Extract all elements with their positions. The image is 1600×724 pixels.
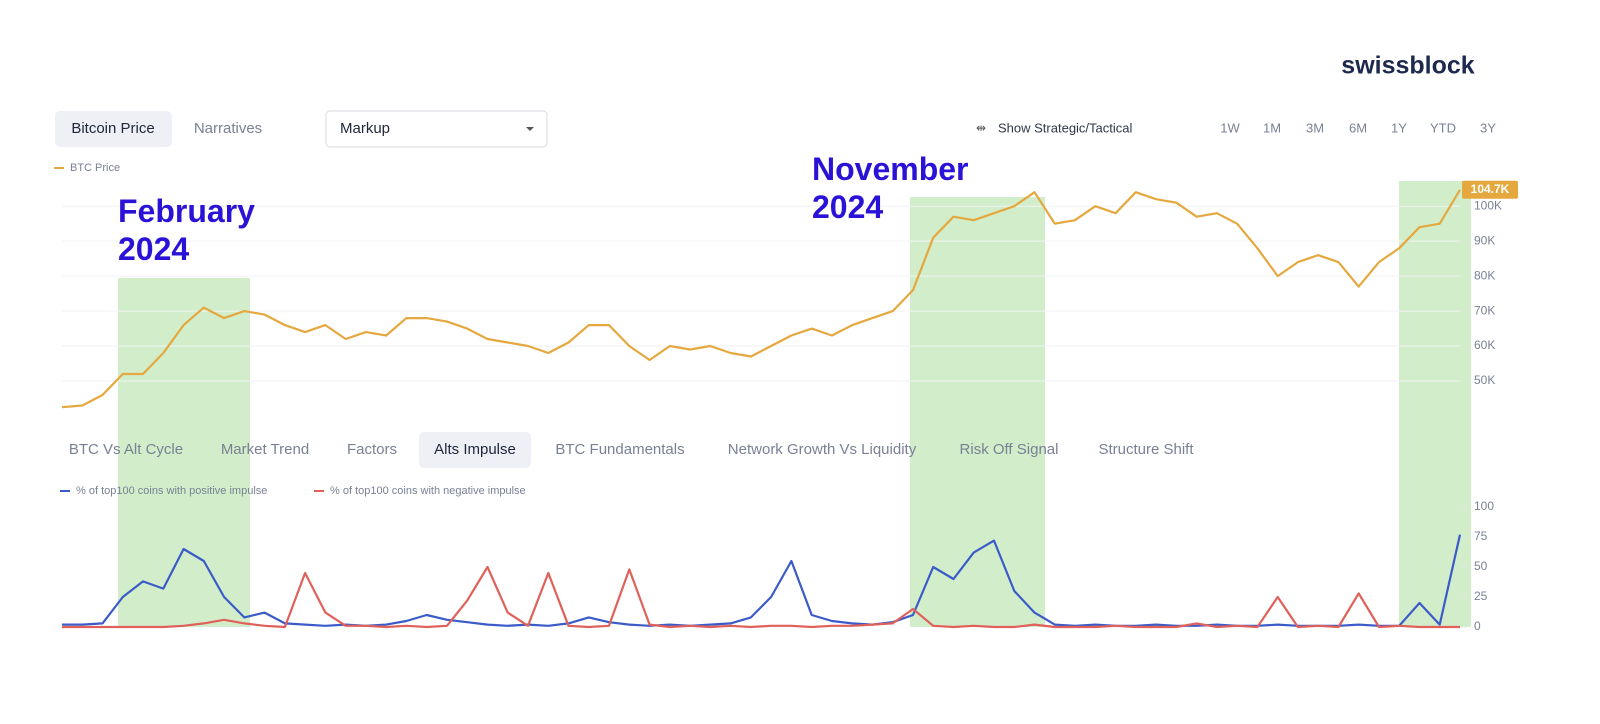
series-line [62,565,1460,629]
y-tick-label: 70K [1474,303,1495,317]
subtab[interactable]: BTC Vs Alt Cycle [69,441,183,458]
dropdown-caret [526,127,534,131]
highlight-band [1399,181,1471,627]
subtab[interactable]: Structure Shift [1098,441,1194,458]
dropdown-value: Markup [340,120,390,137]
range-button[interactable]: 1Y [1391,120,1407,135]
y-tick-label: 25 [1474,589,1488,603]
y-tick-label: 50 [1474,559,1488,573]
range-button[interactable]: YTD [1430,120,1456,135]
y-tick-label: 75 [1474,529,1488,543]
range-button[interactable]: 1M [1263,120,1281,135]
y-tick-label: 100K [1474,198,1502,212]
range-button[interactable]: 1W [1220,120,1240,135]
active-subtab-bg [419,432,531,468]
value-label: 104.7K [1471,182,1510,196]
y-tick-label: 50K [1474,373,1495,387]
toggle[interactable]: Show Strategic/Tactical [998,120,1133,135]
active-tab-bg [55,111,172,147]
range-button[interactable]: 3Y [1480,120,1496,135]
value-label-bg [1462,180,1518,199]
subtab[interactable]: Market Trend [221,441,309,458]
series-line [61,189,1461,409]
dropdown[interactable] [325,110,548,148]
annotation: February 2024 [118,193,255,267]
subtab[interactable]: Risk Off Signal [960,441,1059,458]
range-button[interactable]: 3M [1306,120,1324,135]
logo: swissblock [1341,52,1474,80]
series-line [62,534,1462,627]
subtab[interactable]: Factors [347,441,397,458]
tab[interactable]: Bitcoin Price [71,120,154,137]
highlight-band [910,197,1045,627]
y-tick-label: 80K [1474,268,1495,282]
legend-label: % of top100 coins with positive impulse [76,485,267,497]
toggle-icon: ⇹ [976,121,986,135]
y-tick-label: 0 [1474,619,1481,633]
subtab[interactable]: BTC Fundamentals [555,441,684,458]
y-tick-label: 60K [1474,338,1495,352]
legend-label: BTC Price [70,162,120,174]
annotation: November 2024 [812,151,969,225]
subtab[interactable]: Network Growth Vs Liquidity [728,441,917,458]
legend-label: % of top100 coins with negative impulse [330,485,526,497]
y-tick-label: 100 [1474,499,1494,513]
range-button[interactable]: 6M [1349,120,1367,135]
y-tick-label: 90K [1474,233,1495,247]
tab[interactable]: Narratives [194,120,262,137]
subtab[interactable]: Alts Impulse [434,441,516,458]
highlight-band [118,278,250,627]
